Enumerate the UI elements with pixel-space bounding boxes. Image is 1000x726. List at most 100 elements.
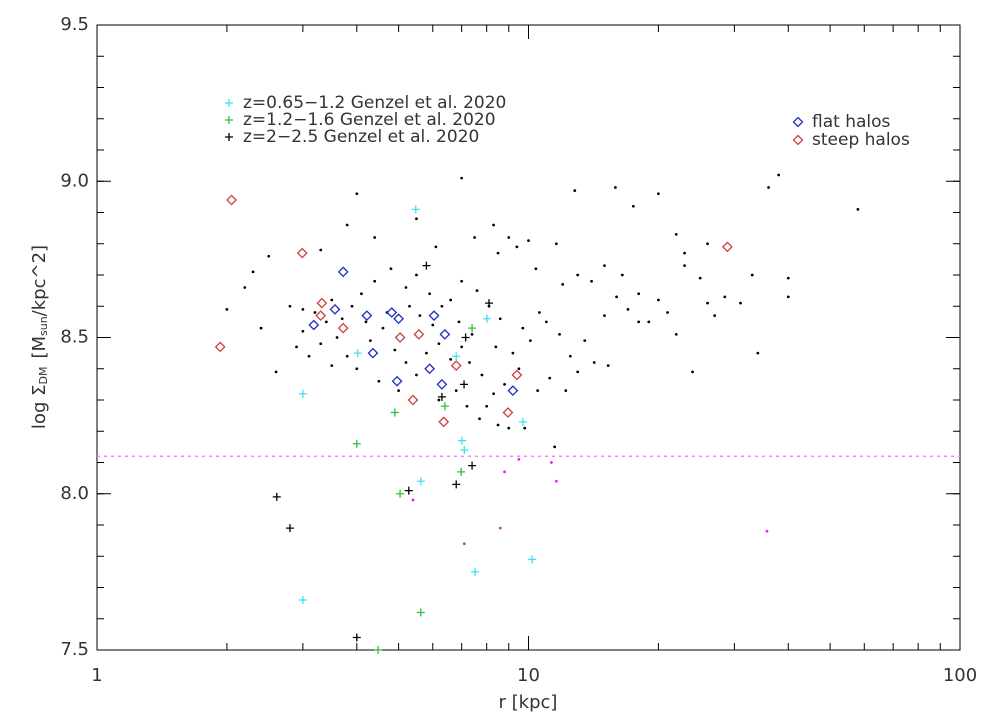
y-label-part: [M (29, 336, 50, 359)
dot-marker (428, 292, 432, 296)
cross-marker (411, 205, 420, 214)
dot-marker (478, 417, 481, 421)
dot-marker (568, 354, 572, 358)
dot-marker (576, 273, 580, 277)
dot-marker (473, 236, 476, 239)
cross-marker (468, 324, 477, 333)
dot-marker (408, 304, 411, 308)
dot-marker (460, 279, 464, 283)
diamond-marker (308, 319, 320, 331)
dot-marker (259, 326, 263, 330)
dot-marker (777, 173, 781, 177)
legend-label: steep halos (812, 130, 910, 150)
diamond-marker (450, 360, 462, 372)
dot-marker (437, 398, 441, 402)
y-axis-label: log ΣDM [Msun/kpc^2] (29, 245, 50, 429)
dot-marker (573, 189, 577, 193)
cross-marker (452, 480, 461, 489)
dot-marker (355, 192, 359, 196)
cross-marker (272, 492, 281, 501)
dot-marker (517, 457, 521, 461)
dot-marker (528, 339, 532, 343)
cross-marker (457, 467, 466, 476)
dot-marker (496, 251, 500, 255)
dot-marker (225, 307, 229, 311)
diamond-marker (792, 134, 804, 146)
cross-marker (457, 436, 466, 445)
diamond-marker (424, 363, 436, 375)
dot-marker (523, 426, 527, 430)
diamond-marker (315, 310, 327, 322)
dot-marker (683, 264, 686, 268)
cross-marker (285, 524, 294, 533)
cross-marker (298, 389, 307, 398)
dot-marker (698, 276, 702, 280)
cross-marker (461, 333, 470, 342)
dot-marker (330, 298, 334, 302)
dot-marker (360, 292, 363, 296)
dot-marker (460, 345, 464, 349)
dot-marker (415, 273, 418, 277)
dot-marker (411, 498, 415, 502)
dot-marker (631, 204, 635, 208)
diamond-marker (393, 313, 405, 325)
dot-marker (544, 320, 548, 324)
dot-marker (615, 295, 618, 299)
dot-marker (389, 267, 393, 271)
cross-marker (225, 116, 233, 124)
dot-marker (517, 367, 521, 371)
x-tick-label: 100 (943, 665, 977, 686)
dot-marker (765, 529, 769, 533)
dot-marker (656, 298, 660, 302)
dot-marker (496, 423, 500, 427)
cross-marker (374, 646, 383, 654)
dot-marker (637, 292, 641, 296)
dot-marker (723, 295, 727, 299)
cross-marker (225, 133, 233, 141)
dot-marker (550, 461, 553, 464)
diamond-marker (407, 394, 419, 406)
y-tick-label: 9.5 (60, 14, 89, 35)
dot-marker (457, 320, 461, 324)
y-label-part: /kpc^2] (29, 245, 50, 316)
cross-marker (352, 439, 361, 448)
dot-marker (470, 332, 474, 336)
diamond-marker (511, 369, 523, 381)
y-tick-label: 8.5 (60, 327, 89, 348)
legend-label: z=2−2.5 Genzel et al. 2020 (243, 127, 479, 147)
dot-marker (335, 336, 339, 339)
dot-marker (503, 382, 506, 386)
diamond-marker (386, 307, 398, 318)
dot-marker (511, 351, 515, 355)
dot-marker (425, 351, 428, 355)
dot-marker (554, 479, 558, 483)
dot-marker (437, 342, 441, 346)
dot-marker (373, 236, 377, 239)
diamond-marker (296, 247, 308, 259)
dot-marker (393, 348, 397, 352)
dot-marker (534, 267, 538, 271)
dot-marker (288, 304, 292, 308)
dot-marker (345, 354, 349, 358)
dot-marker (243, 286, 247, 289)
dot-marker (415, 217, 418, 221)
dot-marker (590, 279, 593, 283)
cross-marker (396, 489, 405, 498)
dot-marker (647, 320, 651, 324)
cross-marker (416, 477, 425, 486)
diamond-marker (361, 310, 373, 322)
dot-marker (856, 207, 860, 211)
dot-marker (475, 289, 479, 293)
diamond-marker (337, 266, 349, 278)
dot-marker (267, 254, 271, 258)
dot-marker (434, 245, 438, 249)
dot-marker (606, 364, 610, 368)
legend-label: z=1.2−1.6 Genzel et al. 2020 (243, 110, 496, 130)
dot-marker (706, 242, 709, 246)
y-label-part: sun (37, 316, 50, 336)
dot-marker (674, 332, 678, 336)
dot-marker (603, 314, 606, 318)
diamond-marker (394, 332, 406, 343)
dot-marker (381, 326, 385, 330)
dot-marker (440, 304, 444, 308)
